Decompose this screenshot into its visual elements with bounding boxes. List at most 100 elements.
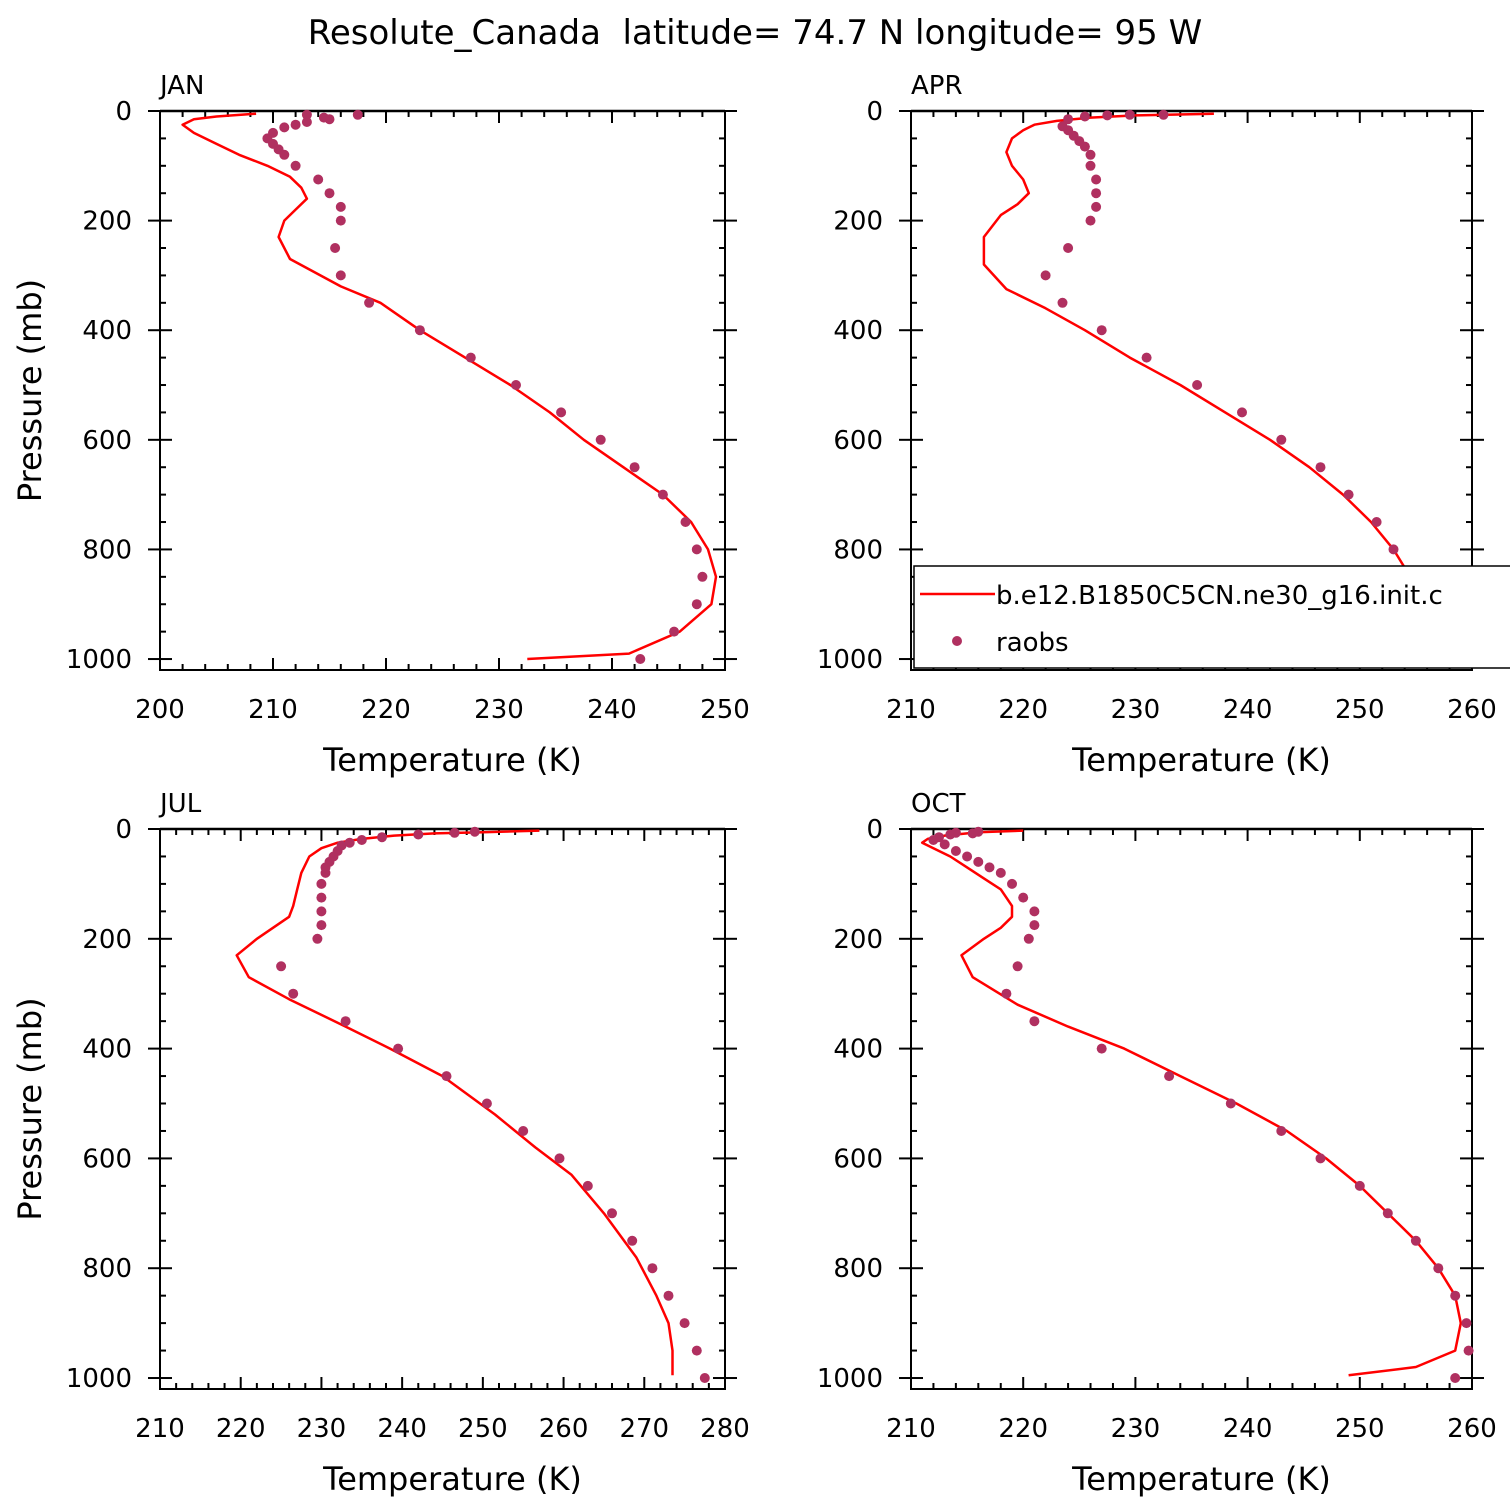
raobs-point: [1315, 1153, 1326, 1164]
raobs-point: [1057, 297, 1068, 308]
y-tick-label: 400: [82, 1035, 132, 1065]
x-axis-label: Temperature (K): [1071, 1460, 1331, 1498]
raobs-point: [377, 832, 387, 843]
raobs-point: [680, 517, 691, 527]
x-tick-label: 220: [216, 1414, 266, 1444]
raobs-point: [316, 906, 327, 917]
raobs-point: [627, 1235, 638, 1246]
x-tick-label: 230: [1111, 1414, 1161, 1444]
legend-obs-label: raobs: [996, 628, 1069, 658]
raobs-point: [1225, 1098, 1236, 1109]
raobs-point: [1124, 109, 1135, 120]
raobs-point: [1276, 434, 1287, 445]
raobs-point: [414, 325, 425, 336]
x-tick-label: 230: [1111, 695, 1161, 725]
raobs-point: [1463, 1345, 1474, 1356]
raobs-point: [518, 1126, 529, 1136]
x-axis-label: Temperature (K): [1071, 741, 1331, 779]
raobs-point: [1388, 544, 1399, 555]
raobs-point: [663, 1290, 674, 1301]
raobs-point: [582, 1180, 593, 1191]
raobs-point: [1012, 961, 1023, 972]
raobs-point: [481, 1098, 492, 1109]
x-tick-label: 260: [1447, 695, 1497, 725]
raobs-point: [465, 352, 476, 363]
x-tick-label: 210: [248, 695, 298, 725]
y-tick-label: 200: [833, 207, 883, 237]
raobs-point: [290, 160, 301, 171]
x-tick-label: 240: [587, 695, 637, 725]
x-tick-label: 250: [1335, 1414, 1385, 1444]
raobs-point: [691, 544, 702, 555]
raobs-point: [984, 862, 995, 873]
x-tick-label: 230: [297, 1414, 347, 1444]
raobs-point: [1276, 1126, 1287, 1136]
panel-label: JUL: [158, 789, 202, 819]
raobs-point: [335, 270, 346, 281]
x-tick-label: 230: [474, 695, 524, 725]
legend-box: [913, 565, 1510, 669]
y-tick-label: 1000: [817, 645, 883, 675]
panel-label: JAN: [158, 71, 204, 101]
raobs-point: [554, 1153, 565, 1164]
y-tick-label: 600: [833, 426, 883, 456]
raobs-point: [635, 654, 646, 664]
raobs-point: [928, 835, 939, 845]
raobs-point: [1063, 114, 1074, 125]
x-tick-label: 250: [458, 1414, 508, 1444]
x-tick-label: 220: [361, 695, 411, 725]
y-axis-label: Pressure (mb): [11, 279, 49, 502]
panel-oct: 210 220 230 240 250 260 0 200 400 600 800 1000 OCT Te…: [817, 789, 1497, 1498]
legend: b.e12.B1850C5CN.ne30_g16.init.c raobs: [913, 565, 1510, 669]
raobs-point: [324, 188, 335, 199]
raobs-point: [330, 243, 341, 253]
raobs-point: [313, 174, 324, 185]
raobs-point: [1354, 1180, 1365, 1191]
raobs-point: [629, 462, 640, 473]
raobs-point: [1029, 906, 1040, 917]
y-tick-label: 0: [866, 815, 883, 845]
plot-frame: [159, 110, 726, 671]
x-tick-label: 260: [539, 1414, 589, 1444]
plot-frame: [159, 828, 726, 1390]
raobs-point: [344, 837, 355, 848]
panel-label: APR: [911, 71, 963, 101]
raobs-point: [352, 109, 363, 120]
y-tick-label: 800: [833, 1254, 883, 1284]
raobs-point: [699, 1373, 710, 1383]
raobs-point: [1343, 489, 1354, 500]
y-tick-label: 600: [833, 1144, 883, 1174]
raobs-point: [1063, 243, 1074, 253]
raobs-point: [1018, 892, 1029, 903]
raobs-point: [469, 826, 480, 837]
raobs-point: [335, 201, 346, 212]
y-tick-label: 0: [866, 97, 883, 127]
x-tick-label: 240: [1223, 695, 1273, 725]
raobs-point: [288, 988, 299, 999]
raobs-point: [290, 119, 301, 130]
y-tick-label: 200: [833, 925, 883, 955]
raobs-point: [950, 846, 961, 856]
x-tick-label: 210: [886, 695, 936, 725]
raobs-point: [669, 626, 680, 637]
y-tick-label: 400: [833, 1035, 883, 1065]
x-tick-label: 240: [1223, 1414, 1273, 1444]
raobs-point: [1091, 201, 1102, 212]
raobs-point: [335, 215, 346, 226]
raobs-point: [316, 892, 327, 903]
x-tick-label: 250: [700, 695, 750, 725]
x-tick-label: 280: [700, 1414, 750, 1444]
figure-title: Resolute_Canada latitude= 74.7 N longitu…: [308, 13, 1202, 53]
raobs-point: [1079, 141, 1090, 152]
x-tick-label: 210: [135, 1414, 185, 1444]
x-tick-label: 270: [619, 1414, 669, 1444]
raobs-point: [973, 856, 984, 867]
x-tick-label: 250: [1335, 695, 1385, 725]
panel-jul: 210 220 230 240 250 260 270 280 0 200 400 600 800 100…: [11, 789, 750, 1498]
plot-frame: [910, 828, 1473, 1390]
raobs-point: [1085, 215, 1096, 226]
y-tick-label: 800: [82, 535, 132, 565]
raobs-point: [1164, 1071, 1175, 1082]
raobs-point: [1085, 149, 1096, 160]
